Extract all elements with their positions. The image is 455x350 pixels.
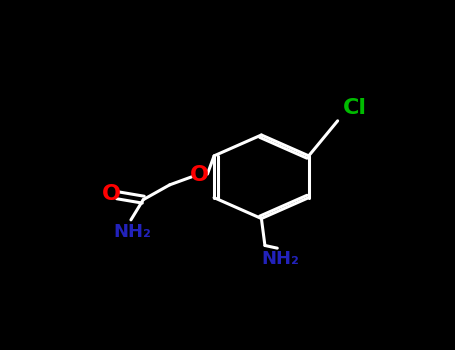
Text: NH₂: NH₂ bbox=[262, 250, 300, 268]
Text: O: O bbox=[102, 184, 121, 204]
Text: Cl: Cl bbox=[343, 98, 367, 118]
Text: NH₂: NH₂ bbox=[114, 223, 152, 241]
Text: O: O bbox=[190, 166, 209, 186]
